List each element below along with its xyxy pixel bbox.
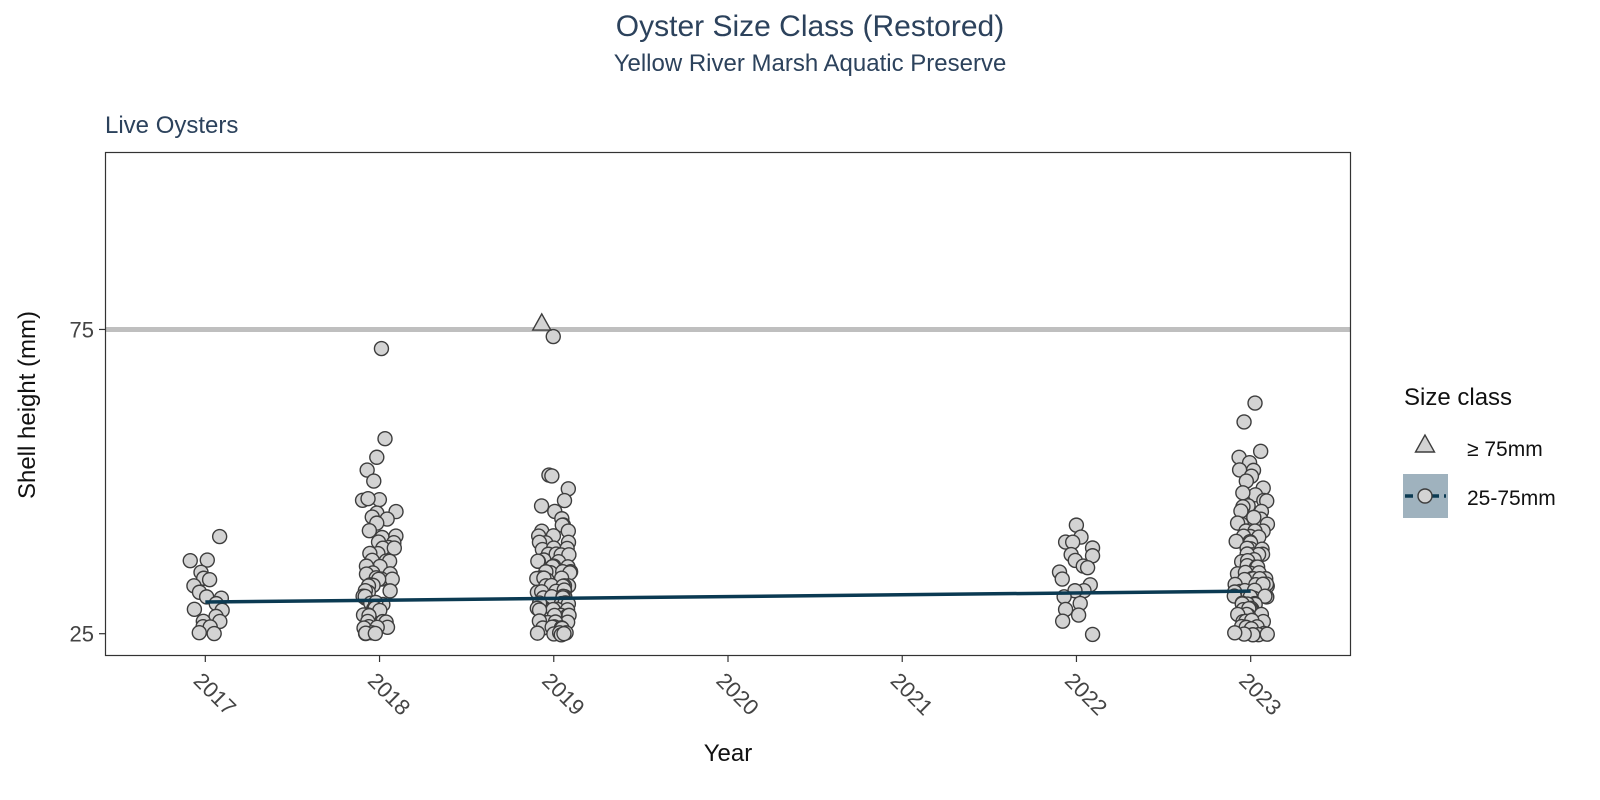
data-point xyxy=(377,431,393,447)
data-point xyxy=(556,625,572,642)
facet-label: Live Oysters xyxy=(105,112,238,139)
data-point xyxy=(1259,626,1275,642)
data-point xyxy=(533,498,550,514)
x-tick-label: 2018 xyxy=(363,668,415,720)
data-point xyxy=(1227,625,1243,641)
y-tick-label: 75 xyxy=(70,317,94,342)
data-point xyxy=(1228,533,1244,550)
data-point xyxy=(361,522,378,539)
data-point xyxy=(556,492,573,509)
data-point xyxy=(1247,395,1263,411)
data-point xyxy=(367,625,384,642)
data-point xyxy=(1054,571,1070,587)
data-point xyxy=(366,473,382,489)
data-point xyxy=(545,328,561,345)
data-point xyxy=(1084,626,1101,643)
y-tick-label: 25 xyxy=(70,622,94,647)
data-point xyxy=(186,601,203,618)
data-point xyxy=(1236,414,1252,430)
legend-label-large: ≥ 75mm xyxy=(1467,438,1543,461)
data-point xyxy=(182,552,198,569)
data-point xyxy=(1246,509,1262,526)
panel-border xyxy=(104,151,1352,657)
trend-line xyxy=(205,589,1251,604)
data-point xyxy=(1231,462,1248,478)
y-axis-title: Shell height (mm) xyxy=(14,311,41,499)
legend-title: Size class xyxy=(1404,384,1512,411)
data-point xyxy=(359,462,375,478)
x-tick-label: 2022 xyxy=(1060,668,1112,720)
data-point-triangle xyxy=(531,312,552,331)
data-point xyxy=(369,449,385,465)
y-axis: 25 75 xyxy=(70,317,106,647)
data-point xyxy=(373,340,390,357)
legend-label-medium: 25-75mm xyxy=(1467,487,1556,510)
x-tick-label: 2021 xyxy=(886,668,938,720)
legend: Size class ≥ 75mm 25-75mm xyxy=(1403,384,1556,518)
data-point xyxy=(211,528,228,545)
chart-subtitle: Yellow River Marsh Aquatic Preserve xyxy=(614,50,1007,77)
data-point xyxy=(199,552,215,568)
data-point xyxy=(191,625,207,641)
data-point xyxy=(360,491,376,507)
trend-line-layer xyxy=(205,589,1251,604)
data-point xyxy=(529,625,546,641)
legend-key-triangle-icon xyxy=(1414,433,1436,453)
data-point xyxy=(1070,607,1087,623)
points-layer xyxy=(182,312,1276,643)
data-point xyxy=(201,572,218,588)
data-point xyxy=(544,468,560,484)
x-axis-title: Year xyxy=(704,740,753,767)
data-point xyxy=(1079,559,1096,576)
legend-key-circle-icon xyxy=(1417,488,1433,504)
data-point xyxy=(1054,613,1071,629)
chart-title: Oyster Size Class (Restored) xyxy=(616,10,1004,43)
x-axis: 2017 2018 2019 2020 2021 2022 2023 xyxy=(189,655,1286,720)
x-tick-label: 2023 xyxy=(1234,668,1286,720)
data-point xyxy=(1252,443,1269,460)
data-point xyxy=(386,540,403,556)
legend-keys xyxy=(1403,433,1448,518)
data-point xyxy=(382,583,398,599)
x-tick-label: 2019 xyxy=(537,668,589,720)
x-tick-label: 2017 xyxy=(189,668,241,720)
data-point xyxy=(206,625,222,642)
data-point xyxy=(1235,485,1251,501)
data-point xyxy=(530,553,546,569)
x-tick-label: 2020 xyxy=(711,668,763,720)
